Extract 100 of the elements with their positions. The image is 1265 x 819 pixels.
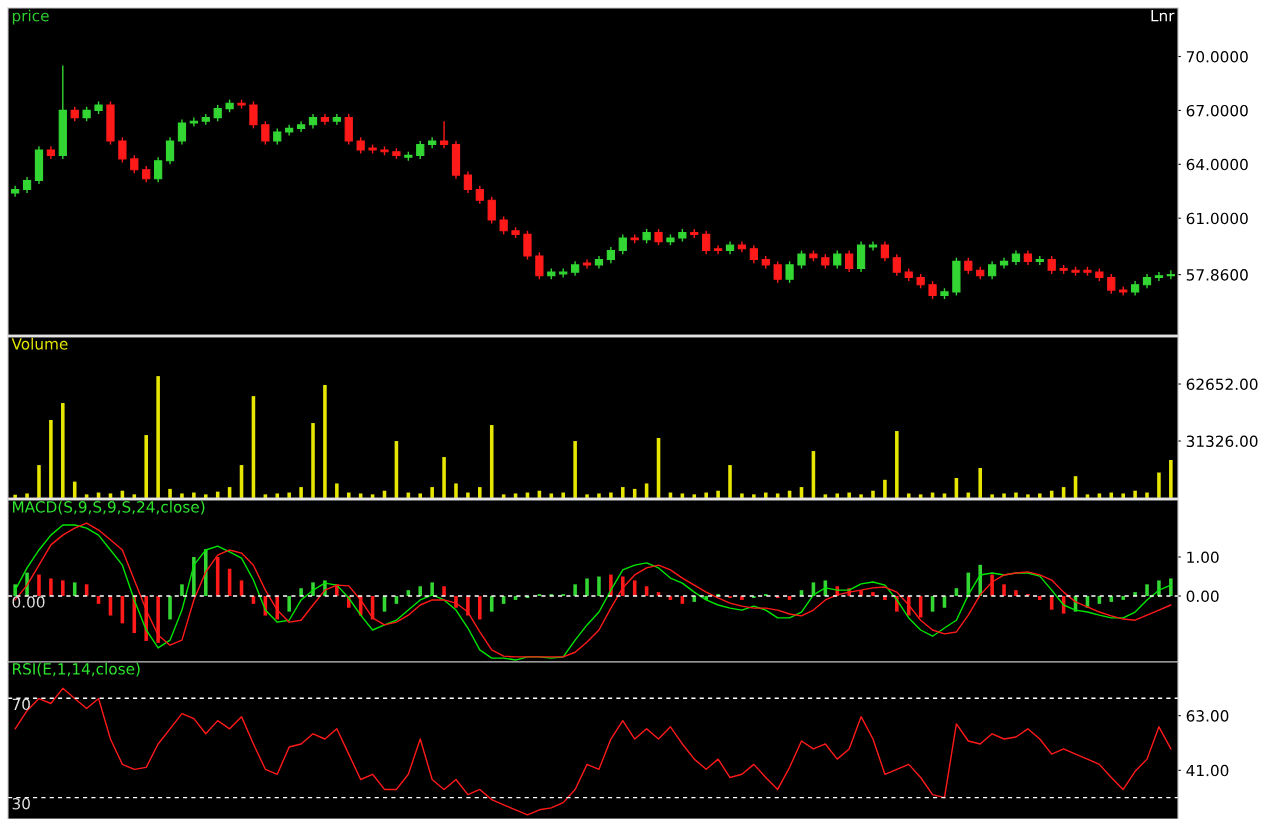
bar: [573, 441, 577, 498]
y-tick-label: 61.0000: [1186, 212, 1248, 225]
bar: [573, 584, 577, 597]
bar: [871, 490, 875, 498]
bar: [466, 596, 470, 616]
y-tick-label: 57.8600: [1186, 269, 1248, 281]
bar: [203, 494, 208, 498]
bar: [156, 596, 160, 643]
bar: [37, 465, 41, 498]
candlestick: [773, 260, 782, 284]
bar: [1133, 490, 1137, 498]
bar: [585, 578, 589, 597]
bar: [978, 467, 983, 498]
bar: [1145, 584, 1149, 597]
bar: [883, 479, 887, 498]
y-tick-label: 0.00: [1186, 590, 1219, 603]
bar: [990, 574, 994, 597]
y-tick-label: 62652.00: [1186, 378, 1258, 391]
bar: [180, 584, 184, 597]
chart-title: MACD(S,9,S,9,S,24,close): [13, 500, 205, 515]
ref-line-label: 70: [12, 698, 30, 711]
bar: [442, 586, 446, 597]
bar: [275, 596, 280, 620]
bar: [323, 385, 327, 498]
bar: [895, 431, 899, 498]
candlestick: [535, 251, 544, 280]
bar: [597, 576, 601, 597]
bar: [61, 403, 65, 498]
bar: [1026, 494, 1030, 498]
y-tick-label: 31326.00: [1186, 435, 1258, 448]
bar: [1157, 472, 1161, 498]
bar: [716, 490, 720, 498]
bar: [1169, 578, 1173, 597]
bar: [752, 494, 756, 498]
line-series: [14, 687, 1172, 816]
bar: [906, 493, 911, 498]
bar: [454, 483, 458, 498]
bar: [180, 493, 184, 498]
bar: [156, 376, 160, 498]
bar: [621, 576, 625, 597]
bar: [72, 481, 77, 498]
bar: [478, 487, 482, 498]
annotation: Lnr: [1151, 10, 1175, 22]
chart-title: Volume: [11, 337, 68, 350]
ref-line-label: 30: [12, 797, 30, 810]
bar: [859, 494, 863, 498]
candlestick: [1107, 273, 1116, 295]
bar: [299, 487, 303, 498]
bar: [203, 549, 208, 597]
bar: [1121, 596, 1125, 600]
chart-title: price: [12, 9, 49, 25]
bar: [287, 596, 291, 612]
candlestick: [523, 230, 532, 261]
bar: [489, 425, 494, 498]
y-tick-label: 41.00: [1186, 764, 1229, 777]
bar: [49, 419, 53, 498]
candlestick: [249, 100, 258, 130]
candlestick: [582, 258, 592, 270]
bar: [871, 592, 875, 597]
bar: [49, 578, 53, 597]
y-tick-label: 64.0000: [1186, 158, 1248, 171]
bar: [692, 494, 697, 498]
candlestick: [952, 257, 961, 297]
bar: [478, 596, 482, 620]
bar: [72, 582, 77, 597]
bar: [275, 493, 280, 498]
y-tick-label: 63.00: [1186, 710, 1229, 722]
y-tick-label: 1.00: [1187, 551, 1219, 564]
bar: [168, 596, 172, 620]
bar: [430, 487, 434, 498]
bar: [335, 483, 339, 498]
chart-title: RSI(E,1,14,close): [13, 662, 140, 677]
bar: [1169, 459, 1173, 498]
bar: [1121, 493, 1125, 498]
bar: [489, 596, 494, 612]
bar: [1038, 596, 1042, 600]
bar: [311, 423, 315, 498]
candlestick: [261, 120, 270, 146]
bar: [168, 488, 172, 498]
bar: [144, 596, 148, 641]
bar: [597, 493, 601, 498]
bar: [442, 457, 446, 498]
bar: [418, 493, 423, 498]
bar: [61, 580, 65, 597]
bar: [1014, 590, 1018, 597]
candlestick: [118, 136, 127, 164]
bar: [585, 494, 589, 498]
bar: [299, 588, 303, 597]
y-tick-label: 67.0000: [1186, 104, 1248, 117]
candlestick: [785, 260, 794, 284]
bar: [906, 596, 911, 616]
bar: [144, 435, 148, 498]
bar: [25, 493, 29, 498]
bar: [418, 586, 423, 597]
bar: [740, 493, 744, 498]
bar: [835, 493, 840, 498]
bar: [37, 574, 41, 597]
candlestick: [1119, 285, 1128, 297]
candlestick: [106, 100, 115, 146]
y-tick-label: 70.0000: [1186, 50, 1248, 63]
